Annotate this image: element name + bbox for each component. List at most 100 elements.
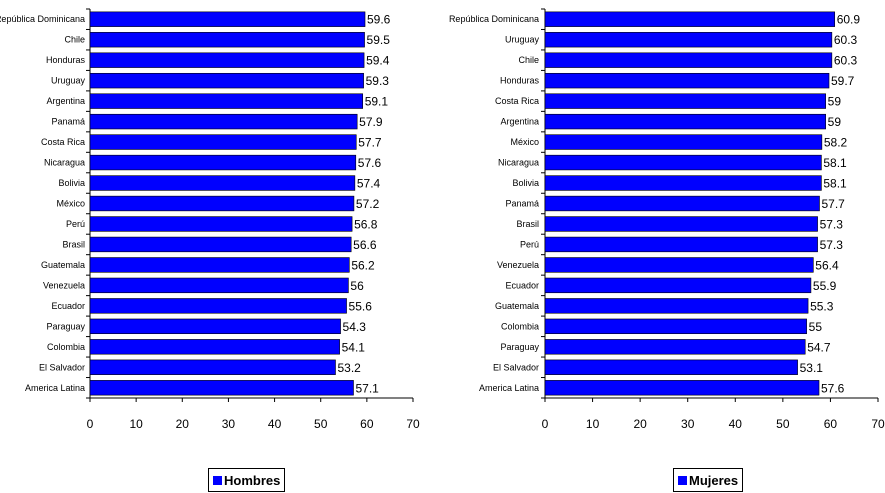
chart1-category-label: Perú (66, 219, 85, 229)
chart1-category-label: Chile (64, 35, 85, 45)
chart2-category-label: Panamá (505, 199, 539, 209)
chart2-x-tick-label: 70 (871, 417, 885, 431)
chart1-category-label: Venezuela (43, 280, 85, 290)
chart1-bar (89, 72, 364, 89)
chart1-value-label: 57.7 (358, 136, 382, 150)
chart1-category-label: Ecuador (51, 301, 85, 311)
chart1-value-label: 57.4 (357, 177, 381, 191)
chart1-bar (89, 134, 357, 150)
legend-hombres: Hombres (208, 468, 286, 492)
chart1-value-label: 57.9 (359, 115, 383, 129)
chart1-category-label: Bolivia (58, 178, 85, 188)
chart2-bar (544, 93, 826, 109)
chart1-bar (89, 257, 350, 273)
chart1-value-label: 53.2 (337, 361, 361, 375)
chart1-value-label: 57.2 (356, 197, 380, 211)
chart1-bar (89, 236, 352, 253)
chart1-category-label: Brasil (62, 239, 85, 249)
chart2-value-label: 57.3 (820, 217, 844, 231)
chart1-value-label: 56.8 (354, 217, 378, 231)
chart2-value-label: 55.9 (813, 279, 837, 293)
chart2-category-label: Venezuela (497, 260, 539, 270)
chart2-bar (544, 380, 820, 396)
chart2-bar (544, 113, 826, 130)
chart2-category-label: Brasil (516, 219, 539, 229)
chart2-bar (544, 154, 822, 171)
chart2-bar (544, 134, 823, 150)
chart1-x-tick-label: 50 (314, 417, 328, 431)
chart1-x-tick-label: 70 (406, 417, 420, 431)
chart2-x-tick-label: 0 (542, 417, 549, 431)
chart1-value-label: 56 (350, 279, 364, 293)
chart2-value-label: 54.7 (807, 340, 831, 354)
chart1-value-label: 54.1 (342, 340, 366, 354)
chart2-category-label: Colombia (501, 321, 539, 331)
chart2-bar (544, 277, 812, 294)
chart1-bar (89, 339, 340, 355)
chart2-category-label: Bolivia (512, 178, 539, 188)
chart1-value-label: 59.4 (366, 54, 390, 68)
chart2-value-label: 59.7 (831, 74, 855, 88)
chart1-value-label: 56.6 (353, 238, 377, 252)
chart2-category-label: México (510, 137, 539, 147)
chart2-value-label: 57.7 (821, 197, 845, 211)
chart1-value-label: 59.5 (367, 33, 391, 47)
chart2-value-label: 57.6 (821, 381, 845, 395)
chart1-category-label: Nicaragua (44, 158, 85, 168)
chart2-value-label: 58.2 (824, 136, 848, 150)
chart2-category-label: Costa Rica (495, 96, 539, 106)
chart2-category-label: República Dominicana (449, 14, 539, 24)
chart1-category-label: El Salvador (39, 362, 85, 372)
chart1-category-label: Argentina (46, 96, 85, 106)
chart1-bar (89, 216, 353, 232)
chart2-bar (544, 236, 818, 253)
chart2-category-label: America Latina (479, 383, 539, 393)
chart1-category-label: Panamá (51, 117, 85, 127)
chart1-category-label: America Latina (25, 383, 85, 393)
chart2-x-tick-label: 30 (681, 417, 695, 431)
chart2-category-label: Chile (518, 55, 539, 65)
chart2-category-label: Uruguay (505, 35, 540, 45)
chart2-value-label: 58.1 (823, 177, 847, 191)
chart1-category-label: México (56, 199, 85, 209)
chart1-category-label: Uruguay (51, 76, 86, 86)
chart1-bar (89, 93, 364, 109)
chart1-category-label: Guatemala (41, 260, 85, 270)
chart1-category-label: Honduras (46, 55, 86, 65)
legend-swatch-hombres (213, 475, 222, 485)
chart2-bar (544, 318, 807, 335)
chart1-bar (89, 113, 358, 130)
chart2-value-label: 53.1 (800, 361, 824, 375)
chart2-category-label: Guatemala (495, 301, 539, 311)
chart2-bar (544, 298, 809, 314)
chart2-x-tick-label: 20 (633, 417, 647, 431)
chart1-x-tick-label: 10 (129, 417, 143, 431)
chart1-bar (89, 11, 366, 27)
chart2-category-label: Paraguay (500, 342, 539, 352)
chart1-x-tick-label: 40 (268, 417, 282, 431)
chart1-bar (89, 154, 357, 171)
chart1-value-label: 59.1 (365, 95, 389, 109)
chart1-bar (89, 195, 355, 212)
chart2-bar (544, 32, 833, 48)
chart2-category-label: Ecuador (505, 280, 539, 290)
chart2-bar (544, 195, 820, 212)
chart1-bar (89, 318, 341, 335)
chart1-bar (89, 380, 354, 396)
chart2-value-label: 60.3 (834, 33, 858, 47)
chart2-category-label: Argentina (500, 117, 539, 127)
legend-mujeres: Mujeres (673, 468, 744, 492)
chart1-bar (89, 32, 365, 48)
chart2-value-label: 56.4 (815, 258, 839, 272)
chart1-category-label: Costa Rica (41, 137, 85, 147)
chart1-x-tick-label: 0 (87, 417, 94, 431)
chart1-value-label: 59.6 (367, 13, 391, 27)
chart1-bar (89, 298, 347, 314)
legend-label-hombres: Hombres (224, 472, 281, 488)
chart1-bar (89, 359, 336, 375)
chart2-category-label: El Salvador (493, 362, 539, 372)
chart1-x-tick-label: 20 (176, 417, 190, 431)
chart1-value-label: 54.3 (343, 320, 367, 334)
chart1-value-label: 59.3 (366, 74, 390, 88)
